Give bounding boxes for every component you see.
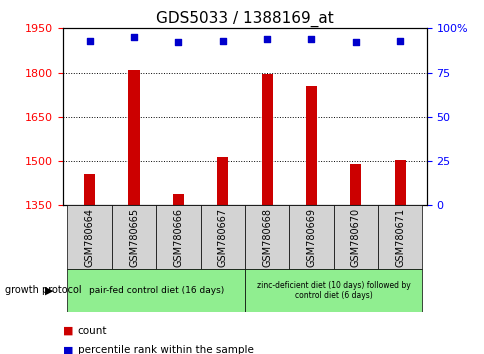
Bar bbox=[349, 164, 361, 205]
FancyBboxPatch shape bbox=[288, 205, 333, 269]
FancyBboxPatch shape bbox=[244, 205, 288, 269]
Bar bbox=[128, 70, 139, 205]
Text: GSM780671: GSM780671 bbox=[394, 207, 404, 267]
Bar bbox=[217, 156, 228, 205]
Point bbox=[263, 36, 271, 42]
Bar bbox=[305, 86, 317, 205]
Text: percentile rank within the sample: percentile rank within the sample bbox=[77, 346, 253, 354]
Text: count: count bbox=[77, 326, 107, 336]
Bar bbox=[172, 194, 183, 205]
FancyBboxPatch shape bbox=[67, 269, 244, 312]
Bar bbox=[394, 160, 405, 205]
Text: growth protocol: growth protocol bbox=[5, 285, 81, 295]
Text: ■: ■ bbox=[63, 346, 74, 354]
Text: GSM780667: GSM780667 bbox=[217, 207, 227, 267]
Point bbox=[351, 40, 359, 45]
Title: GDS5033 / 1388169_at: GDS5033 / 1388169_at bbox=[156, 11, 333, 27]
Text: pair-fed control diet (16 days): pair-fed control diet (16 days) bbox=[89, 286, 224, 295]
FancyBboxPatch shape bbox=[200, 205, 244, 269]
FancyBboxPatch shape bbox=[333, 205, 377, 269]
FancyBboxPatch shape bbox=[67, 205, 112, 269]
Text: GSM780668: GSM780668 bbox=[261, 208, 272, 267]
FancyBboxPatch shape bbox=[244, 269, 422, 312]
Bar bbox=[84, 175, 95, 205]
Text: GSM780664: GSM780664 bbox=[85, 208, 94, 267]
Text: GSM780669: GSM780669 bbox=[306, 208, 316, 267]
Text: zinc-deficient diet (10 days) followed by
control diet (6 days): zinc-deficient diet (10 days) followed b… bbox=[256, 281, 409, 300]
FancyBboxPatch shape bbox=[377, 205, 422, 269]
Text: GSM780670: GSM780670 bbox=[350, 207, 360, 267]
Point bbox=[307, 36, 315, 42]
Point bbox=[86, 38, 93, 44]
Text: ■: ■ bbox=[63, 326, 74, 336]
Bar bbox=[261, 74, 272, 205]
FancyBboxPatch shape bbox=[156, 205, 200, 269]
Point bbox=[130, 34, 137, 40]
Text: GSM780666: GSM780666 bbox=[173, 208, 183, 267]
Text: GSM780665: GSM780665 bbox=[129, 207, 139, 267]
FancyBboxPatch shape bbox=[112, 205, 156, 269]
Point bbox=[174, 40, 182, 45]
Point bbox=[395, 38, 403, 44]
Text: ▶: ▶ bbox=[45, 285, 53, 295]
Point bbox=[218, 38, 226, 44]
